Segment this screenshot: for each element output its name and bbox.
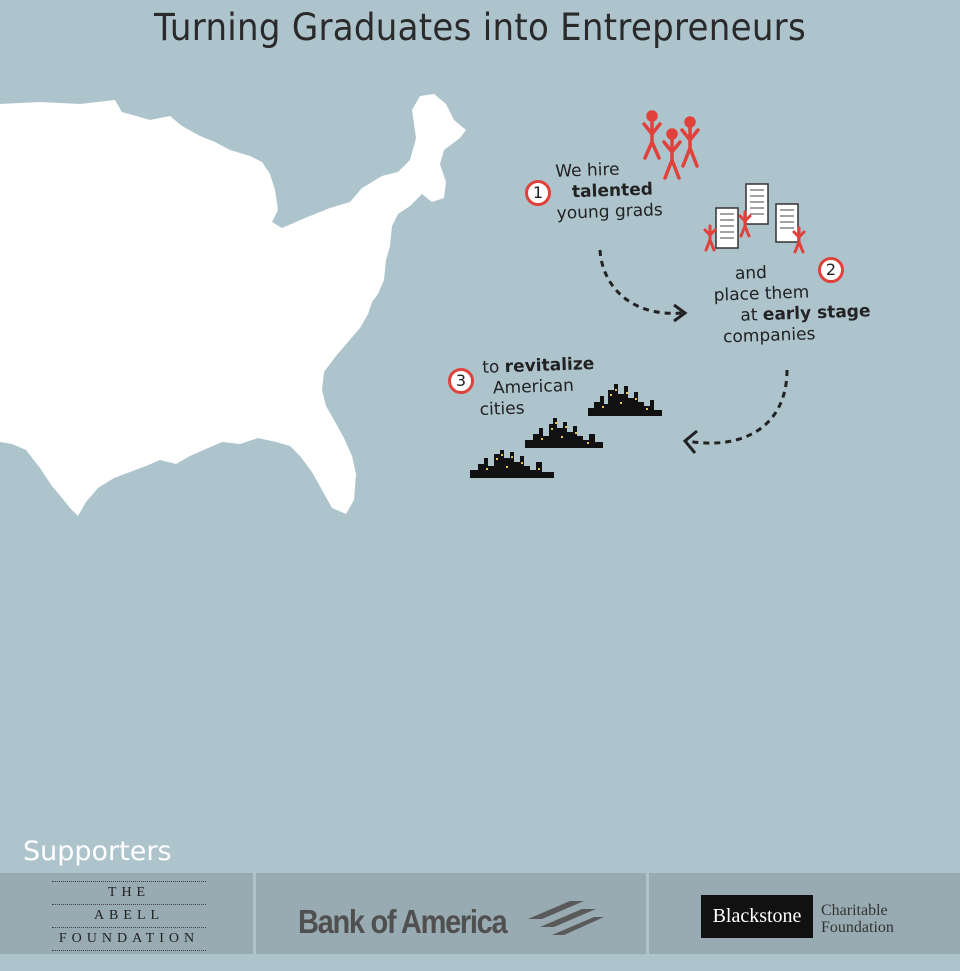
supporters-heading: Supporters: [23, 836, 172, 867]
step-1-badge: 1: [525, 180, 551, 206]
abell-line-3: FOUNDATION: [58, 931, 200, 946]
step-3-text: to revitalize American cities: [478, 354, 596, 421]
bottom-strip: [0, 954, 960, 971]
city-skyline-icon: [588, 384, 662, 416]
arrow-1-icon: [598, 249, 688, 323]
step-3-badge: 3: [448, 368, 474, 394]
step-3-line-1: to revitalize: [481, 353, 595, 378]
abell-line-2: ABELL: [93, 908, 165, 923]
divider: [253, 873, 256, 954]
step-1-line-3: young grads: [556, 200, 664, 224]
blackstone-sub-line-1: Charitable: [821, 902, 888, 919]
buildings-icon: [703, 183, 806, 254]
arrow-2-icon: [682, 369, 789, 454]
abell-line-1: THE: [107, 885, 151, 900]
blackstone-logo: Blackstone: [701, 895, 813, 938]
abell-foundation-logo: THE ABELL FOUNDATION: [52, 881, 206, 951]
city-skyline-icon: [470, 450, 554, 478]
blackstone-sub-line-2: Foundation: [821, 919, 894, 936]
supporters-bar: THE ABELL FOUNDATION Bank of America Bla…: [0, 873, 960, 954]
us-map: [0, 94, 466, 516]
bank-of-america-logo: Bank of America: [298, 903, 508, 940]
step-2-line-4: companies: [722, 324, 816, 348]
people-icon: [642, 110, 700, 180]
blackstone-subtitle: Charitable Foundation: [821, 902, 894, 936]
page-title: Turning Graduates into Entrepreneurs: [154, 6, 806, 49]
city-skyline-icon: [525, 418, 603, 448]
bank-of-america-flag-icon: [528, 901, 604, 935]
step-2-badge: 2: [818, 257, 844, 283]
step-2-text: and place them at early stage companies: [713, 259, 872, 348]
divider: [646, 873, 649, 954]
